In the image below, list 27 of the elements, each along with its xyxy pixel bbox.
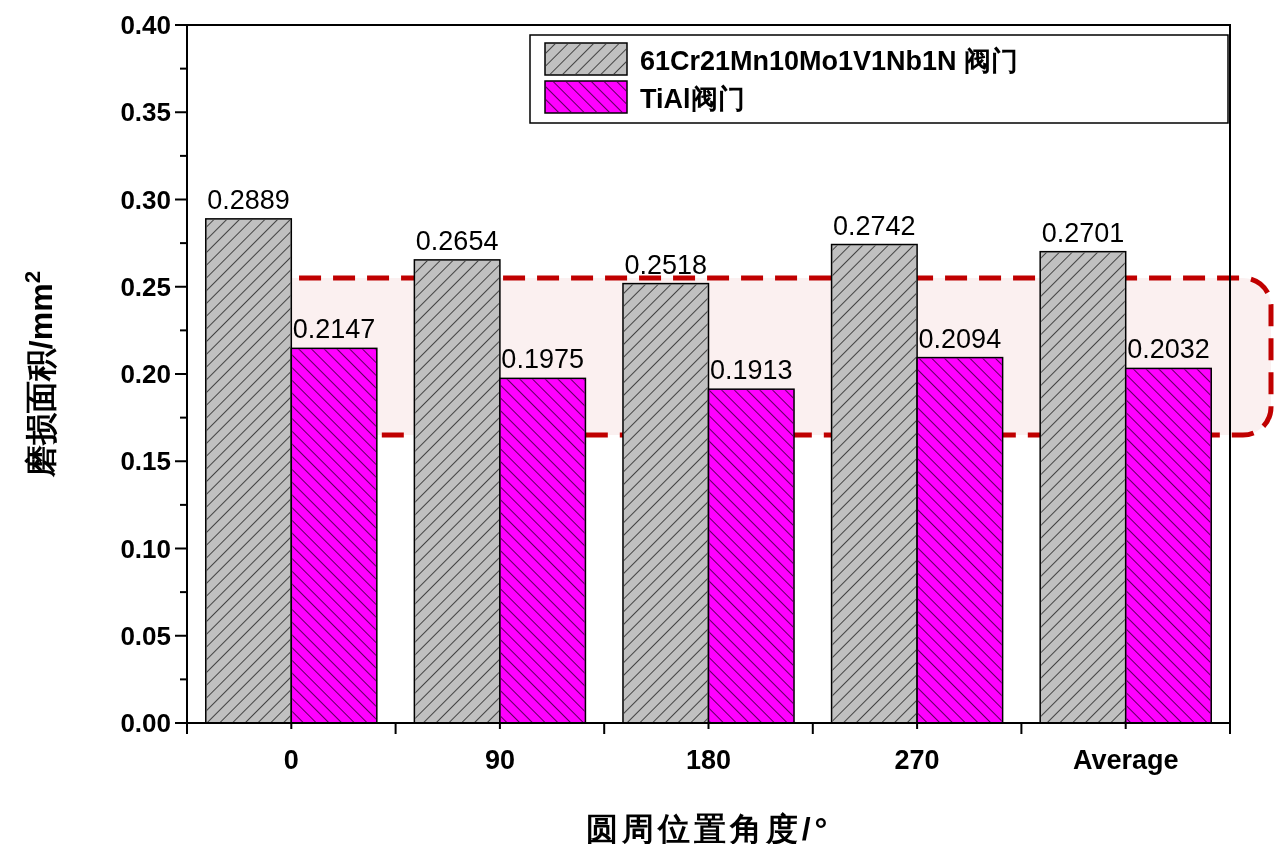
data-label: 0.2654 [415, 225, 499, 256]
y-tick-label: 0.40 [120, 10, 171, 40]
data-label: 0.1913 [709, 355, 793, 386]
y-tick-label: 0.20 [120, 359, 171, 389]
y-tick-label: 0.05 [120, 620, 171, 651]
x-axis-title: 圆周位置角度/° [585, 811, 832, 844]
y-tick-label: 0.35 [120, 97, 171, 128]
y-tick-label: 0.10 [120, 533, 171, 564]
data-label: 0.1975 [501, 344, 584, 375]
data-label: 0.2094 [918, 323, 1002, 354]
x-tick-label: 180 [685, 745, 732, 775]
data-label: 0.2889 [207, 184, 290, 215]
legend-label: TiAl阀门 [640, 84, 745, 114]
data-label: 0.2742 [833, 210, 916, 241]
data-label: 0.2032 [1127, 334, 1210, 365]
data-label: 0.2518 [624, 249, 708, 280]
data-label: 0.2701 [1041, 217, 1125, 248]
legend-label: 61Cr21Mn10Mo1V1Nb1N 阀门 [640, 46, 1019, 76]
x-tick-label: 0 [283, 745, 299, 775]
x-tick-label: 90 [484, 745, 515, 775]
x-tick-label: 270 [894, 745, 940, 775]
y-tick-label: 0.00 [120, 708, 171, 738]
y-tick-label: 0.25 [120, 271, 171, 302]
y-tick-label: 0.30 [120, 184, 171, 215]
data-label: 0.2147 [292, 314, 376, 345]
x-tick-label: Average [1072, 745, 1179, 775]
y-tick-label: 0.15 [120, 446, 171, 477]
